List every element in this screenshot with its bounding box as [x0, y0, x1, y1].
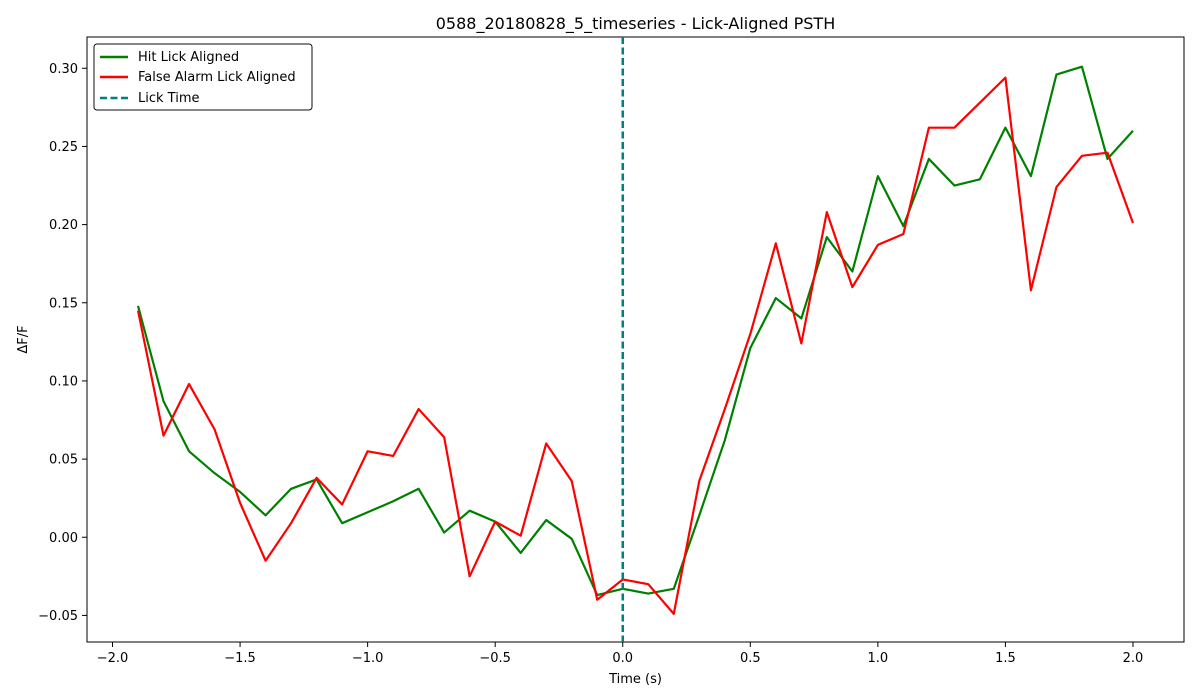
x-tick-label: 2.0	[1123, 651, 1144, 666]
y-tick-label: 0.00	[49, 531, 78, 546]
x-tick-label: −2.0	[97, 651, 129, 666]
x-tick-label: 1.5	[995, 651, 1016, 666]
legend-label-lick-time: Lick Time	[138, 91, 199, 106]
x-axis: −2.0 −1.5 −1.0 −0.5 0.0 0.5 1.0 1.5 2.0	[97, 642, 1144, 666]
legend-label-hit: Hit Lick Aligned	[138, 50, 239, 65]
axes-frame	[86, 36, 1185, 643]
legend-box	[93, 43, 313, 111]
plot-area: −2.0 −1.5 −1.0 −0.5 0.0 0.5 1.0 1.5 2.0 −0.05 0.0…	[38, 36, 1185, 666]
x-tick-label: 0.5	[740, 651, 761, 666]
y-tick-label: −0.05	[38, 609, 78, 624]
x-tick-label: −1.0	[352, 651, 384, 666]
x-axis-label: Time (s)	[608, 672, 662, 687]
x-tick-label: −0.5	[479, 651, 511, 666]
y-tick-label: 0.10	[49, 374, 78, 389]
y-axis: −0.05 0.00 0.05 0.10 0.15 0.20 0.25 0.30	[38, 62, 87, 624]
y-tick-label: 0.15	[49, 296, 78, 311]
x-tick-label: 0.0	[612, 651, 633, 666]
y-tick-label: 0.20	[49, 218, 78, 233]
y-tick-label: 0.05	[49, 453, 78, 468]
legend-label-false-alarm: False Alarm Lick Aligned	[138, 70, 296, 85]
series-line-hit	[136, 65, 1134, 597]
chart-title: 0588_20180828_5_timeseries - Lick-Aligne…	[436, 14, 835, 34]
x-tick-label: 1.0	[868, 651, 889, 666]
legend: Hit Lick Aligned False Alarm Lick Aligne…	[93, 43, 313, 111]
y-axis-label: ΔF/F	[16, 325, 31, 353]
series-line-false-alarm	[136, 76, 1135, 615]
x-tick-label: −1.5	[224, 651, 256, 666]
y-tick-label: 0.30	[49, 62, 78, 77]
y-tick-label: 0.25	[49, 140, 78, 155]
series-lines	[136, 65, 1135, 615]
